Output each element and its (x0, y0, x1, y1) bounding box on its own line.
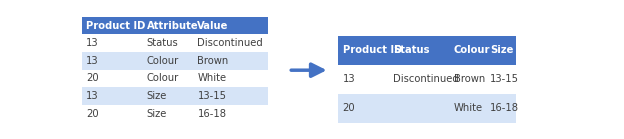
Bar (485, 94, 515, 123)
Text: Brown: Brown (454, 74, 485, 84)
Bar (485, 36, 515, 65)
Text: 13-15: 13-15 (490, 74, 519, 84)
Text: 16-18: 16-18 (490, 103, 519, 113)
Bar (82, 70, 142, 87)
Bar (142, 70, 193, 87)
Bar (82, 105, 142, 123)
Bar (389, 94, 449, 123)
Text: 13: 13 (343, 74, 355, 84)
Text: Product ID: Product ID (86, 21, 145, 30)
Text: Colour: Colour (147, 74, 179, 84)
Bar (142, 87, 193, 105)
Text: Size: Size (147, 109, 167, 119)
Bar (82, 52, 142, 70)
Text: 13: 13 (86, 91, 99, 101)
Text: Size: Size (147, 91, 167, 101)
Bar (82, 17, 142, 34)
Bar (142, 17, 193, 34)
Text: 16-18: 16-18 (197, 109, 227, 119)
Text: Discontinued: Discontinued (197, 38, 263, 48)
Bar (338, 36, 389, 65)
Bar (485, 65, 515, 94)
Text: Colour: Colour (454, 45, 490, 55)
Bar (193, 105, 268, 123)
Text: 13-15: 13-15 (197, 91, 227, 101)
Text: Brown: Brown (197, 56, 229, 66)
Bar (82, 87, 142, 105)
Text: Status: Status (147, 38, 178, 48)
Bar (449, 94, 485, 123)
Text: Value: Value (197, 21, 229, 30)
Text: 13: 13 (86, 38, 99, 48)
Text: 20: 20 (343, 103, 355, 113)
Bar (142, 105, 193, 123)
Bar (338, 94, 389, 123)
Text: Product ID: Product ID (343, 45, 402, 55)
Text: Size: Size (490, 45, 514, 55)
Bar (193, 52, 268, 70)
Bar (82, 34, 142, 52)
Text: 20: 20 (86, 109, 99, 119)
Text: Attribute: Attribute (147, 21, 198, 30)
Bar (449, 65, 485, 94)
Text: Status: Status (393, 45, 430, 55)
Text: Colour: Colour (147, 56, 179, 66)
Bar (142, 34, 193, 52)
Bar (193, 17, 268, 34)
Bar (142, 52, 193, 70)
Text: 13: 13 (86, 56, 99, 66)
Text: Discontinued: Discontinued (393, 74, 459, 84)
Bar (389, 36, 449, 65)
Text: White: White (454, 103, 483, 113)
Bar (449, 36, 485, 65)
Text: 20: 20 (86, 74, 99, 84)
Bar (193, 34, 268, 52)
Text: White: White (197, 74, 227, 84)
Bar (389, 65, 449, 94)
Bar (338, 65, 389, 94)
Bar (193, 87, 268, 105)
Bar (193, 70, 268, 87)
